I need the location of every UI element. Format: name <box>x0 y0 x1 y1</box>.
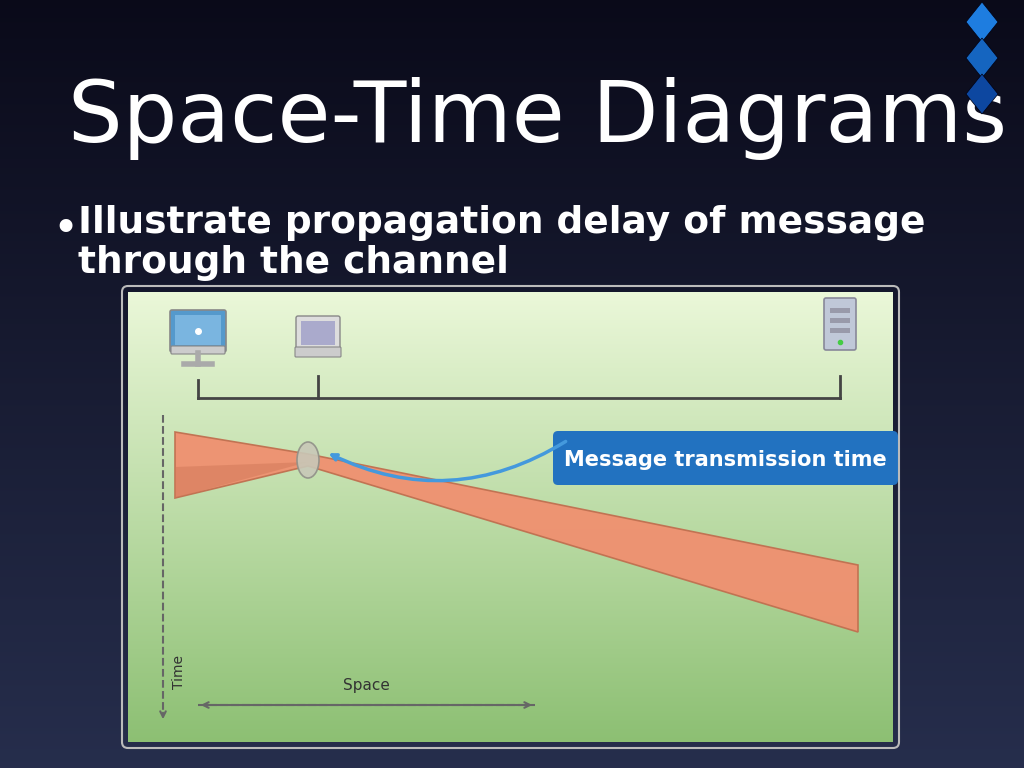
FancyBboxPatch shape <box>170 310 226 352</box>
FancyBboxPatch shape <box>296 316 340 350</box>
Text: Time: Time <box>172 655 186 689</box>
Text: Illustrate propagation delay of message: Illustrate propagation delay of message <box>78 205 926 241</box>
Polygon shape <box>175 432 858 632</box>
Polygon shape <box>966 2 998 42</box>
FancyBboxPatch shape <box>171 346 225 354</box>
Text: Message transmission time: Message transmission time <box>564 450 887 470</box>
FancyBboxPatch shape <box>824 298 856 350</box>
FancyBboxPatch shape <box>830 318 850 323</box>
Polygon shape <box>966 74 998 114</box>
Text: Space-Time Diagrams: Space-Time Diagrams <box>68 77 1008 160</box>
FancyBboxPatch shape <box>175 315 221 345</box>
Polygon shape <box>966 38 998 78</box>
Ellipse shape <box>297 442 319 478</box>
FancyBboxPatch shape <box>301 321 335 345</box>
FancyBboxPatch shape <box>553 431 898 485</box>
FancyBboxPatch shape <box>830 308 850 313</box>
Polygon shape <box>175 462 308 498</box>
Text: Space: Space <box>343 678 390 693</box>
Text: •: • <box>52 208 78 251</box>
FancyBboxPatch shape <box>830 328 850 333</box>
FancyBboxPatch shape <box>295 347 341 357</box>
Text: through the channel: through the channel <box>78 245 509 281</box>
